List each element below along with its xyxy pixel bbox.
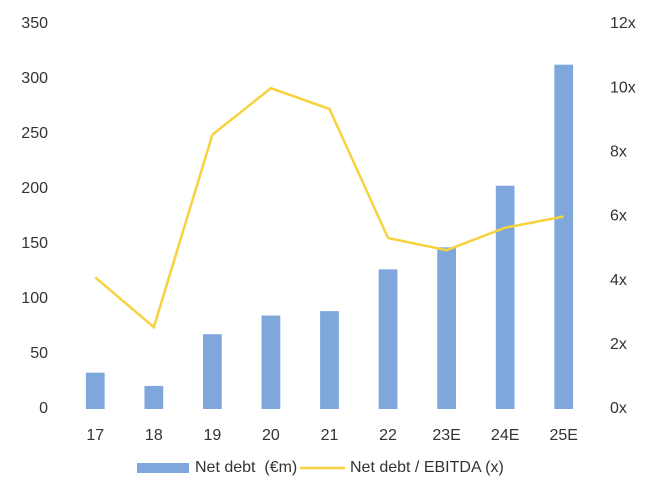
y-tick-label: 100 xyxy=(21,290,48,307)
bar xyxy=(554,64,574,409)
bar xyxy=(437,247,456,409)
legend-swatch xyxy=(137,463,189,473)
y2-tick-label: 10x xyxy=(610,79,636,96)
y-tick-label: 150 xyxy=(21,235,48,252)
y-tick-label: 0 xyxy=(39,400,48,417)
x-tick-label: 25E xyxy=(549,427,577,444)
legend-label: Net debt (€m) xyxy=(195,459,297,476)
bar xyxy=(495,185,515,409)
x-tick-label: 22 xyxy=(379,427,397,444)
x-tick-label: 18 xyxy=(145,427,163,444)
x-tick-label: 20 xyxy=(262,427,280,444)
bar xyxy=(378,269,398,409)
legend-label: Net debt / EBITDA (x) xyxy=(350,459,504,476)
y2-tick-label: 4x xyxy=(610,272,627,289)
y2-tick-label: 0x xyxy=(610,400,627,417)
bar xyxy=(320,311,339,409)
line xyxy=(94,86,564,330)
bar xyxy=(261,315,281,409)
x-tick-label: 24E xyxy=(491,427,519,444)
x-tick-label: 21 xyxy=(321,427,339,444)
y-tick-label: 200 xyxy=(21,180,48,197)
y-tick-label: 350 xyxy=(21,15,48,32)
y-tick-label: 50 xyxy=(30,345,48,362)
y2-tick-label: 12x xyxy=(610,15,636,32)
bar xyxy=(203,334,222,409)
x-tick-label: 19 xyxy=(203,427,221,444)
y-tick-label: 300 xyxy=(21,70,48,87)
bar xyxy=(85,372,105,409)
y2-tick-label: 2x xyxy=(610,336,627,353)
y2-tick-label: 6x xyxy=(610,208,627,225)
x-tick-label: 23E xyxy=(432,427,460,444)
x-tick-label: 17 xyxy=(86,427,104,444)
bar xyxy=(144,385,164,409)
y-tick-label: 250 xyxy=(21,125,48,142)
y2-tick-label: 8x xyxy=(610,144,627,161)
